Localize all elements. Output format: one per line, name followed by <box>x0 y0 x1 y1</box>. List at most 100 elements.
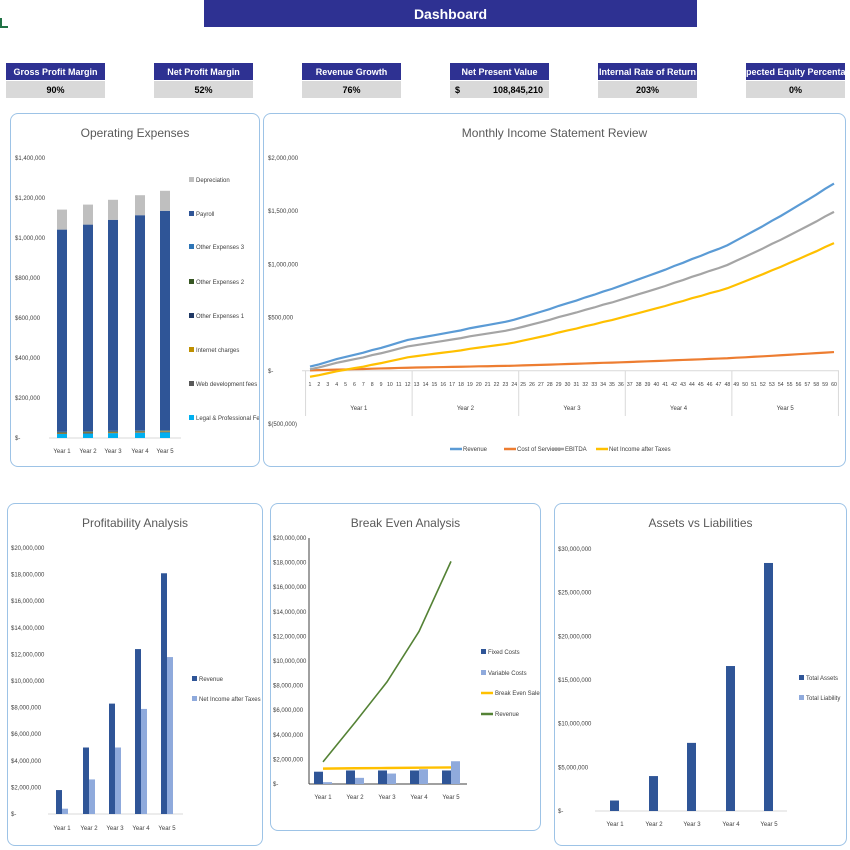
y-tick-label: $4,000,000 <box>273 733 304 739</box>
y-tick-label: $25,000,000 <box>558 591 592 597</box>
profitability-chart: Profitability Analysis $- $2,000,000 $4,00… <box>7 503 263 846</box>
bar <box>764 562 773 811</box>
bar-segment <box>135 432 145 438</box>
y-tick-label: $8,000,000 <box>11 706 42 712</box>
y-tick-label: $1,200,000 <box>15 196 46 202</box>
sheet-corner-mark <box>0 18 8 28</box>
bar <box>141 708 147 814</box>
y-tick-label: $20,000,000 <box>558 634 592 640</box>
kpi-value-cell: 76% <box>302 81 401 98</box>
y-tick-label: $600,000 <box>15 316 41 322</box>
x-tick-label: 17 <box>449 382 455 388</box>
y-tick-label: $10,000,000 <box>558 722 592 728</box>
bar-segment <box>83 204 93 225</box>
series-line <box>309 210 835 371</box>
kpi-value-cell: 0% <box>746 81 845 98</box>
operating-expenses-chart: Operating Expenses $- $200,000 $400,000 $60… <box>10 113 260 467</box>
bar <box>649 776 658 811</box>
y-tick-label: $8,000,000 <box>273 684 304 690</box>
x-tick-label: Year 5 <box>156 449 174 455</box>
kpi-value-cell: 90% <box>6 81 105 98</box>
kpi-card: Expected Equity Percentage 0% <box>735 63 850 98</box>
y-tick-label: $30,000,000 <box>558 547 592 553</box>
kpi-value: 0% <box>788 84 802 95</box>
kpi-card: Net Present Value $108,845,210 <box>450 63 549 98</box>
x-tick-label: Year 1 <box>53 449 71 455</box>
x-tick-label: 22 <box>494 382 500 388</box>
bar-segment <box>108 219 118 431</box>
bar <box>355 777 364 784</box>
legend-swatch <box>189 211 194 216</box>
x-tick-label: 5 <box>344 382 347 388</box>
x-tick-label: 56 <box>796 382 802 388</box>
bar <box>314 771 323 784</box>
y-tick-label: $- <box>558 809 563 815</box>
bar-segment <box>135 431 145 433</box>
x-tick-label: Year 3 <box>106 826 124 832</box>
legend-label: Total Assets <box>806 676 838 682</box>
x-tick-label: 26 <box>529 382 535 388</box>
x-tick-label: 32 <box>582 382 588 388</box>
x-tick-label: 4 <box>335 382 338 388</box>
bar <box>115 747 121 814</box>
y-tick-label: $- <box>268 369 273 375</box>
x-tick-label: Year 5 <box>760 822 778 828</box>
legend-label: Net Income after Taxes <box>199 697 261 703</box>
x-tick-label: Year 2 <box>80 826 98 832</box>
dashboard-title: Dashboard <box>204 0 697 27</box>
x-tick-label: 8 <box>371 382 374 388</box>
bar <box>56 790 62 814</box>
x-tick-label: 49 <box>733 382 739 388</box>
x-tick-label: 47 <box>716 382 722 388</box>
x-tick-label: 35 <box>609 382 615 388</box>
y-tick-label: $12,000,000 <box>273 634 307 640</box>
bar-segment <box>83 433 93 438</box>
x-tick-label: 36 <box>618 382 624 388</box>
x-tick-label: 54 <box>778 382 784 388</box>
group-label: Year 1 <box>350 406 368 412</box>
x-tick-label: Year 3 <box>104 449 122 455</box>
series-line <box>322 561 452 763</box>
x-tick-label: 52 <box>760 382 766 388</box>
x-tick-label: 12 <box>405 382 411 388</box>
y-tick-label: $1,400,000 <box>15 156 46 162</box>
legend-swatch <box>189 244 194 249</box>
x-tick-label: 7 <box>362 382 365 388</box>
x-tick-label: 31 <box>574 382 580 388</box>
legend-label: Net Income after Taxes <box>609 447 671 453</box>
legend-label: EBITDA <box>565 447 587 453</box>
legend-label: Fixed Costs <box>488 650 520 656</box>
bar <box>387 773 396 784</box>
y-tick-label: $16,000,000 <box>11 599 45 605</box>
kpi-value: 76% <box>342 84 361 95</box>
bar-segment <box>160 432 170 438</box>
x-tick-label: 14 <box>423 382 429 388</box>
y-tick-label: $- <box>273 782 278 788</box>
x-tick-label: 6 <box>353 382 356 388</box>
legend-swatch <box>189 381 194 386</box>
x-tick-label: Year 1 <box>53 826 71 832</box>
bar-segment <box>108 432 118 433</box>
bar <box>378 770 387 784</box>
kpi-label: Net Profit Margin <box>154 63 253 80</box>
series-line <box>322 766 452 770</box>
chart-title: Profitability Analysis <box>81 516 189 530</box>
legend-label: Payroll <box>196 212 214 218</box>
y-tick-label: $6,000,000 <box>11 732 42 738</box>
kpi-label: Net Present Value <box>450 63 549 80</box>
kpi-currency: $ <box>455 84 461 95</box>
y-tick-label: $14,000,000 <box>11 626 45 632</box>
bar <box>419 769 428 784</box>
bar-segment <box>108 199 118 220</box>
legend-swatch <box>192 696 197 701</box>
x-tick-label: 53 <box>769 382 775 388</box>
bar-segment <box>83 433 93 434</box>
x-tick-label: 45 <box>698 382 704 388</box>
legend-label: Legal & Professional Fees <box>196 416 259 422</box>
bar <box>167 657 173 814</box>
x-tick-label: 59 <box>822 382 828 388</box>
bar <box>346 770 355 784</box>
kpi-label: Revenue Growth <box>302 63 401 80</box>
bar-segment <box>57 209 67 230</box>
legend-swatch <box>192 676 197 681</box>
